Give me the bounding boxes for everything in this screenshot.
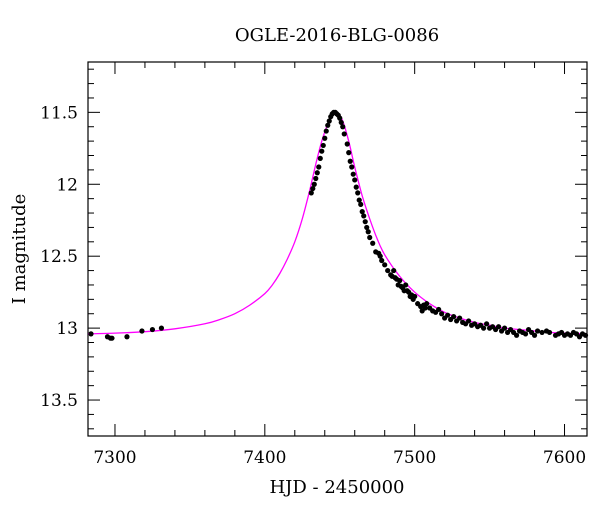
data-point [338,119,344,126]
y-tick-label: 13 [56,319,78,339]
plot-frame [87,61,588,437]
data-point [317,155,323,161]
y-tick-label: 12 [56,175,78,195]
data-point [362,219,368,225]
data-point [149,326,156,333]
data-point [391,267,397,274]
data-point [539,329,545,336]
data-point [534,328,541,334]
data-point [422,305,428,311]
data-point [403,282,409,288]
data-point [139,328,145,334]
data-point [323,128,329,134]
y-tick-label: 13.5 [40,391,78,411]
data-point [359,209,365,215]
data-point [513,332,520,338]
data-point [546,329,553,336]
data-point [349,164,355,170]
data-point [358,201,364,208]
data-point [316,164,322,170]
x-tick-label: 7300 [93,448,136,468]
data-point [355,190,361,196]
x-tick-label: 7500 [393,448,436,468]
data-point [495,324,502,330]
data-point [377,253,383,259]
data-point [322,135,328,141]
data-point [310,185,316,192]
data-point [457,315,463,321]
data-point [379,257,385,264]
data-point [320,142,326,149]
model-curve-layer [87,111,588,335]
data-point [481,325,487,331]
data-point [439,311,445,317]
y-tick-label: 12.5 [40,247,78,267]
data-point [350,171,356,177]
data-point [484,321,490,327]
data-point [313,175,319,182]
data-point [124,334,130,340]
y-tick-label: 11.5 [40,103,78,123]
data-point [522,331,529,337]
data-point [344,141,350,147]
data-point [341,131,347,137]
data-point [311,181,317,187]
axis-ticks [88,62,587,436]
data-point [326,118,332,124]
data-point [385,267,391,274]
x-tick-label: 7400 [243,448,286,468]
x-tick-label: 7600 [543,448,586,468]
data-point [356,197,362,203]
data-point [361,213,367,219]
data-point [346,150,352,156]
data-point [337,115,343,121]
chart-title: OGLE-2016-BLG-0086 [235,25,439,46]
data-point [88,331,94,337]
data-point [367,234,373,241]
data-point [340,124,346,130]
data-point [424,301,430,307]
model-curve-line [87,111,588,335]
data-point [582,332,589,338]
data-point [466,318,472,324]
data-point [370,240,376,246]
axis-tick-labels: 7300 7400 7500 7600 11.5 12 12.5 13 13.5 [40,103,586,468]
data-point [314,170,320,176]
data-point [308,190,314,196]
data-point [365,229,371,235]
data-point [397,278,403,284]
data-point [325,122,331,128]
data-point [412,293,418,300]
data-point [352,177,358,183]
data-point [436,306,442,313]
data-point [451,314,457,320]
x-axis-label: HJD - 2450000 [269,477,404,498]
data-point [319,148,325,154]
data-point [364,224,370,231]
data-point [353,184,359,190]
data-point [501,325,508,331]
data-points-layer [88,109,589,341]
y-axis-label: I magnitude [9,194,30,305]
data-point [531,332,538,338]
data-point [382,262,388,268]
data-point [347,158,353,164]
data-point [109,335,115,341]
data-point [445,312,451,318]
data-point [158,325,165,331]
